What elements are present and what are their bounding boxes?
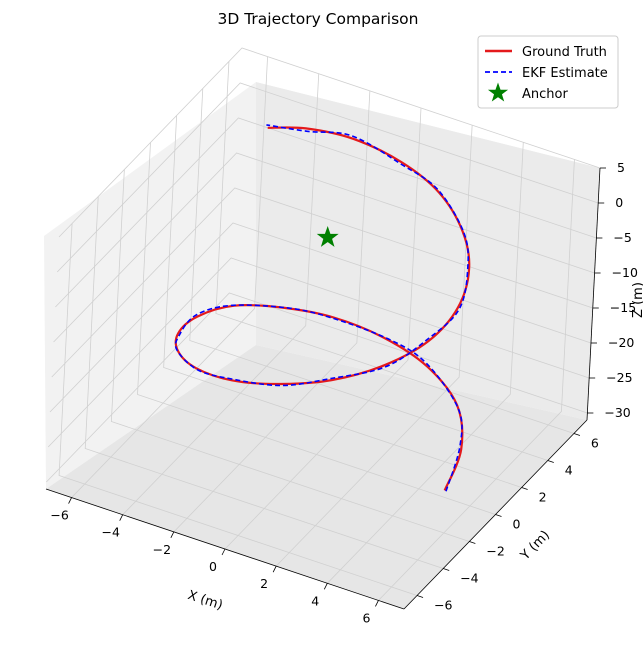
x-tick-mark [170, 531, 175, 539]
floor-pane [46, 345, 587, 609]
y-grid-line [189, 88, 548, 461]
x-tick-mark [68, 497, 72, 504]
y-tick-mark [573, 433, 581, 436]
z-tick-label: −20 [608, 335, 634, 350]
y-grid-line [215, 61, 575, 434]
y-tick-mark [469, 541, 476, 544]
x-tick-label: −6 [50, 508, 68, 523]
x-tick-mark [272, 565, 277, 573]
z-tick-label: 5 [617, 160, 625, 175]
x-tick-mark [323, 583, 328, 590]
x-tick-mark [375, 600, 379, 607]
z-tick-label: −10 [612, 265, 638, 280]
z-tick-label: −5 [613, 230, 631, 245]
legend-ekf-label: EKF Estimate [522, 66, 608, 81]
x-axis-label: X (m) [186, 588, 225, 613]
x-grid-line [275, 125, 473, 567]
legend-anchor-star [487, 82, 509, 102]
series-layer [174, 124, 471, 492]
x-tick-mark [221, 548, 226, 556]
y-grid-line [137, 142, 496, 515]
y-tick-mark [416, 595, 424, 598]
y-tick-label: −4 [460, 571, 478, 586]
chart-title: 3D Trajectory Comparison [218, 10, 419, 28]
grid-lines [46, 47, 601, 601]
z-tick-label: −25 [606, 370, 632, 385]
y-tick-mark [443, 568, 450, 571]
z-tick-label: −15 [610, 300, 636, 315]
y-tick-label: 0 [513, 517, 521, 532]
x-tick-mark [119, 514, 124, 521]
y-axis-label: Y (m) [517, 528, 553, 564]
x-tick-label: −2 [153, 542, 171, 557]
legend-anchor-star-icon [487, 82, 509, 102]
y-tick-label: −6 [434, 598, 452, 613]
z-tick-label: −30 [604, 405, 630, 420]
z-grid-line [55, 117, 597, 308]
x-grid-line [326, 142, 524, 584]
y-tick-mark [495, 514, 502, 517]
legend-anchor-label: Anchor [522, 87, 568, 102]
anchor-star-icon [316, 225, 339, 247]
y-tick-label: −2 [486, 544, 504, 559]
x-tick-label: 6 [362, 610, 370, 625]
z-grid-line [47, 257, 590, 448]
y-grid-line [110, 169, 470, 542]
x-grid-line [224, 107, 422, 550]
y-tick-label: 4 [565, 463, 573, 478]
y-grid-line [163, 115, 522, 488]
z-grid-line [53, 152, 595, 343]
x-grid-line [71, 56, 268, 498]
z-tick-label: 0 [615, 195, 623, 210]
legend-box [477, 35, 619, 109]
x-tick-label: 4 [311, 593, 319, 608]
ekf-estimate-line [174, 124, 469, 492]
legend-ground-truth-label: Ground Truth [522, 45, 607, 60]
y-grid-line [58, 223, 418, 596]
x-grid-line [173, 90, 371, 533]
z-grid-line [51, 187, 593, 378]
y-tick-label: 2 [539, 490, 547, 505]
z-grid-line [49, 222, 592, 413]
back-pane [256, 82, 600, 420]
left-pane [44, 82, 256, 489]
y-grid-line [84, 196, 444, 569]
legend: Ground Truth EKF Estimate Anchor [477, 35, 619, 109]
ground-truth-line [174, 126, 471, 491]
z-axis-label: Z (m) [631, 282, 643, 318]
y-tick-mark [521, 487, 528, 490]
y-tick-mark [547, 460, 554, 463]
x-tick-label: 2 [260, 576, 268, 591]
z-grid-line [46, 292, 588, 483]
y-tick-label: 6 [591, 436, 599, 451]
x-tick-label: 0 [209, 559, 217, 574]
z-grid-line [56, 82, 599, 273]
x-grid-line [378, 159, 575, 601]
z-grid-line [58, 47, 601, 238]
x-tick-label: −4 [101, 525, 119, 540]
x-grid-line [122, 73, 320, 515]
